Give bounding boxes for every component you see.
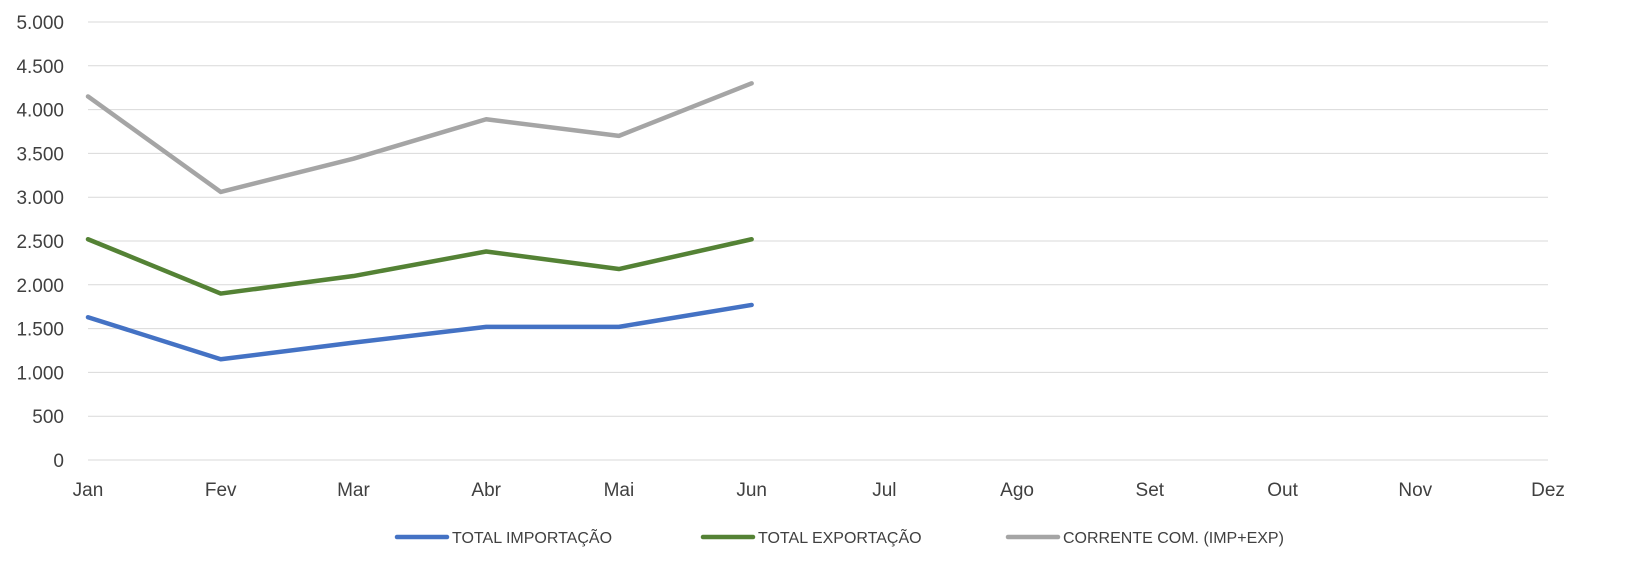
legend-label: TOTAL IMPORTAÇÃO [452, 527, 612, 547]
legend-label: CORRENTE COM. (IMP+EXP) [1063, 530, 1284, 547]
legend-item: TOTAL IMPORTAÇÃO [394, 527, 612, 547]
x-tick-label: Jan [73, 480, 104, 501]
series-line-1 [85, 236, 754, 296]
y-tick-label: 5.000 [16, 13, 64, 34]
y-tick-label: 2.500 [16, 232, 64, 253]
y-tick-label: 500 [32, 407, 64, 428]
y-tick-label: 2.000 [16, 276, 64, 297]
y-axis-tick-labels: 0 500 1.000 1.500 2.000 2.500 3.000 3.500 4.000 4… [16, 13, 64, 472]
x-tick-label: Dez [1531, 480, 1565, 501]
y-tick-label: 3.000 [16, 188, 64, 209]
series-lines [85, 81, 754, 362]
legend-label: TOTAL EXPORTAÇÃO [758, 527, 922, 547]
x-tick-label: Jul [872, 480, 896, 501]
x-axis-tick-labels: Jan Fev Mar Abr Mai Jun Jul Ago Set Out Nov Dez [73, 480, 1565, 501]
legend-item: CORRENTE COM. (IMP+EXP) [1005, 530, 1284, 547]
x-tick-label: Nov [1398, 480, 1432, 501]
series-line-0 [85, 302, 754, 362]
y-tick-label: 4.000 [16, 101, 64, 122]
legend: TOTAL IMPORTAÇÃO TOTAL EXPORTAÇÃO CORRENTE… [394, 527, 1284, 547]
series-line-2 [85, 81, 754, 195]
x-tick-label: Jun [736, 480, 767, 501]
y-tick-label: 0 [53, 451, 64, 472]
x-tick-label: Abr [471, 480, 501, 501]
x-tick-label: Ago [1000, 480, 1034, 501]
gridlines [88, 21, 1548, 461]
y-tick-label: 1.000 [16, 363, 64, 384]
x-tick-label: Fev [205, 480, 237, 501]
x-tick-label: Mar [337, 480, 370, 501]
y-tick-label: 1.500 [16, 320, 64, 341]
x-tick-label: Set [1136, 480, 1165, 501]
x-tick-label: Mai [604, 480, 635, 501]
y-tick-label: 3.500 [16, 144, 64, 165]
legend-item: TOTAL EXPORTAÇÃO [700, 527, 922, 547]
y-tick-label: 4.500 [16, 57, 64, 78]
x-tick-label: Out [1267, 480, 1298, 501]
